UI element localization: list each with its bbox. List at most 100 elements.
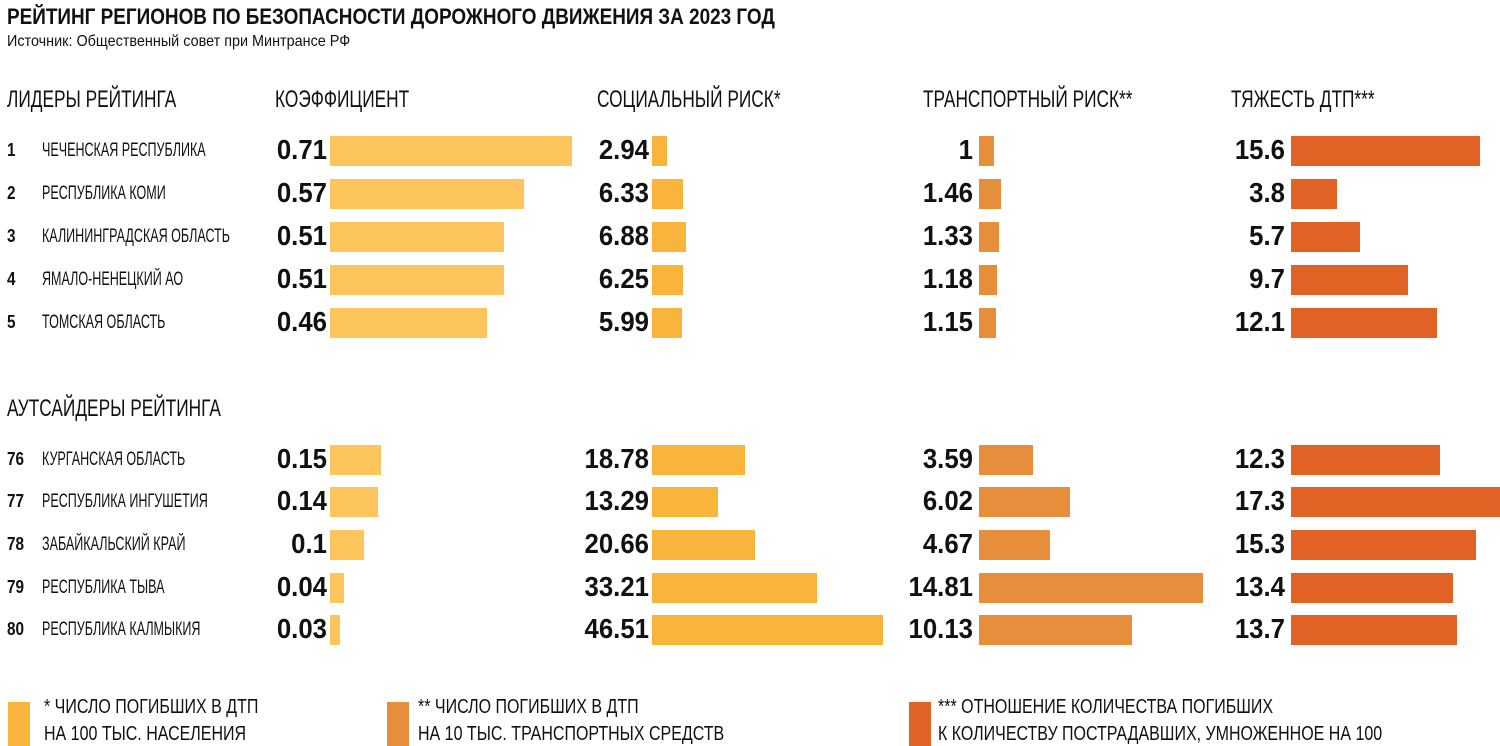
bar-coef xyxy=(330,222,504,252)
value-label-severity: 17.3 xyxy=(1234,485,1285,516)
bar-severity xyxy=(1291,530,1477,560)
value-label-coef: 0.51 xyxy=(276,220,327,251)
column-header-severity: ТЯЖЕСТЬ ДТП*** xyxy=(1231,86,1375,113)
value-label-social: 5.99 xyxy=(598,306,649,337)
group-header-outsiders: АУТСАЙДЕРЫ РЕЙТИНГА xyxy=(7,395,221,422)
value-label-severity: 12.3 xyxy=(1234,443,1285,474)
row-rank: 5 xyxy=(7,312,16,332)
legend-swatch-severity xyxy=(909,702,931,746)
legend-line: НА 10 ТЫС. ТРАНСПОРТНЫХ СРЕДСТВ xyxy=(418,723,725,745)
chart-title: РЕЙТИНГ РЕГИОНОВ ПО БЕЗОПАСНОСТИ ДОРОЖНО… xyxy=(7,4,775,29)
value-label-severity: 15.3 xyxy=(1234,528,1285,559)
legend-text-social: * ЧИСЛО ПОГИБШИХ В ДТП НА 100 ТЫС. НАСЕЛ… xyxy=(44,694,258,746)
row-region-name: РЕСПУБЛИКА ИНГУШЕТИЯ xyxy=(42,491,208,512)
bar-social xyxy=(652,573,818,603)
row-region-name: РЕСПУБЛИКА КАЛМЫКИЯ xyxy=(42,619,201,640)
value-label-transport: 1.18 xyxy=(922,263,973,294)
bar-social xyxy=(652,308,682,338)
bar-severity xyxy=(1291,573,1454,603)
value-label-transport: 1.15 xyxy=(922,306,973,337)
bar-social xyxy=(652,487,719,517)
bar-transport xyxy=(979,265,997,295)
legend-swatch-transport xyxy=(387,702,409,746)
value-label-transport: 1 xyxy=(958,134,973,165)
value-label-social: 2.94 xyxy=(598,134,649,165)
bar-transport xyxy=(979,487,1070,517)
bar-coef xyxy=(330,265,504,295)
value-label-social: 46.51 xyxy=(584,613,649,644)
value-label-coef: 0.71 xyxy=(276,134,327,165)
bar-coef xyxy=(330,445,382,475)
value-label-coef: 0.14 xyxy=(276,485,327,516)
bar-coef xyxy=(330,308,487,338)
value-label-severity: 13.4 xyxy=(1234,571,1285,602)
bar-severity xyxy=(1291,179,1337,209)
bar-transport xyxy=(979,615,1132,645)
bar-social xyxy=(652,265,684,295)
row-rank: 78 xyxy=(7,534,25,554)
value-label-coef: 0.04 xyxy=(276,571,327,602)
value-label-coef: 0.03 xyxy=(276,613,327,644)
bar-social xyxy=(652,179,684,209)
value-label-severity: 3.8 xyxy=(1249,177,1285,208)
bar-severity xyxy=(1291,445,1440,475)
bar-transport xyxy=(979,573,1203,603)
bar-transport xyxy=(979,222,1000,252)
value-label-social: 18.78 xyxy=(584,443,649,474)
value-label-severity: 12.1 xyxy=(1234,306,1285,337)
bar-coef xyxy=(330,179,525,209)
value-label-social: 13.29 xyxy=(584,485,649,516)
column-header-social: СОЦИАЛЬНЫЙ РИСК* xyxy=(597,86,781,113)
row-rank: 79 xyxy=(7,577,25,597)
bar-severity xyxy=(1291,222,1360,252)
row-region-name: РЕСПУБЛИКА ТЫВА xyxy=(42,577,165,598)
value-label-coef: 0.51 xyxy=(276,263,327,294)
row-region-name: КАЛИНИНГРАДСКАЯ ОБЛАСТЬ xyxy=(42,226,230,247)
group-header-leaders: ЛИДЕРЫ РЕЙТИНГА xyxy=(7,86,177,113)
bar-social xyxy=(652,136,667,166)
value-label-transport: 1.33 xyxy=(922,220,973,251)
value-label-transport: 10.13 xyxy=(908,613,973,644)
column-header-transport: ТРАНСПОРТНЫЙ РИСК** xyxy=(923,86,1133,113)
value-label-social: 6.25 xyxy=(598,263,649,294)
bar-coef xyxy=(330,573,344,603)
row-rank: 76 xyxy=(7,449,25,469)
row-rank: 1 xyxy=(7,140,16,160)
value-label-coef: 0.1 xyxy=(291,528,327,559)
bar-severity xyxy=(1291,265,1409,295)
value-label-severity: 15.6 xyxy=(1234,134,1285,165)
bar-coef xyxy=(330,487,378,517)
bar-coef xyxy=(330,530,365,560)
bar-social xyxy=(652,222,687,252)
legend-line: *** ОТНОШЕНИЕ КОЛИЧЕСТВА ПОГИБШИХ xyxy=(938,696,1274,718)
bar-coef xyxy=(330,136,573,166)
bar-transport xyxy=(979,136,995,166)
value-label-transport: 6.02 xyxy=(922,485,973,516)
row-rank: 4 xyxy=(7,269,16,289)
value-label-transport: 4.67 xyxy=(922,528,973,559)
row-rank: 3 xyxy=(7,226,16,246)
row-region-name: ЧЕЧЕНСКАЯ РЕСПУБЛИКА xyxy=(42,140,206,161)
row-rank: 2 xyxy=(7,183,16,203)
bar-severity xyxy=(1291,487,1500,517)
legend-line: ** ЧИСЛО ПОГИБШИХ В ДТП xyxy=(418,696,639,718)
value-label-transport: 14.81 xyxy=(908,571,973,602)
legend-line: НА 100 ТЫС. НАСЕЛЕНИЯ xyxy=(44,723,247,745)
value-label-coef: 0.57 xyxy=(276,177,327,208)
value-label-social: 33.21 xyxy=(584,571,649,602)
bar-coef xyxy=(330,615,341,645)
bar-transport xyxy=(979,308,997,338)
legend-line: * ЧИСЛО ПОГИБШИХ В ДТП xyxy=(44,696,259,718)
value-label-severity: 5.7 xyxy=(1249,220,1285,251)
bar-social xyxy=(652,615,884,645)
legend-line: К КОЛИЧЕСТВУ ПОСТРАДАВШИХ, УМНОЖЕННОЕ НА… xyxy=(938,723,1383,745)
legend-text-severity: *** ОТНОШЕНИЕ КОЛИЧЕСТВА ПОГИБШИХ К КОЛИ… xyxy=(938,694,1382,746)
bar-transport xyxy=(979,179,1002,209)
value-label-coef: 0.46 xyxy=(276,306,327,337)
row-region-name: ЗАБАЙКАЛЬСКИЙ КРАЙ xyxy=(42,534,186,555)
bar-social xyxy=(652,445,746,475)
column-header-coef: КОЭФФИЦИЕНТ xyxy=(275,86,410,113)
bar-severity xyxy=(1291,136,1480,166)
row-region-name: ТОМСКАЯ ОБЛАСТЬ xyxy=(42,312,166,333)
